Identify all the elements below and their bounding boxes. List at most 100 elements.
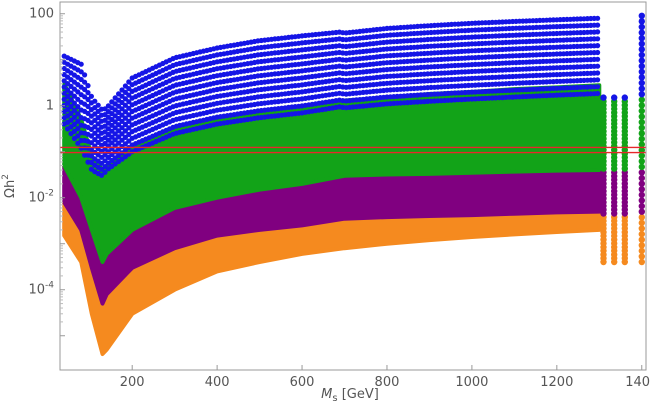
y-axis-label: Ωh2 bbox=[1, 174, 18, 198]
data-point bbox=[85, 90, 91, 96]
cluster-2 bbox=[621, 94, 628, 266]
cluster-0 bbox=[600, 94, 607, 266]
blue-curve-6 bbox=[61, 49, 601, 142]
data-point bbox=[105, 103, 111, 109]
data-point bbox=[122, 115, 128, 121]
data-point bbox=[122, 83, 128, 89]
data-point bbox=[595, 90, 601, 97]
data-point bbox=[638, 119, 645, 126]
data-point bbox=[102, 112, 108, 118]
x-axis-label-unit: [GeV] bbox=[338, 387, 379, 402]
x-axis-label: Ms [GeV] bbox=[321, 387, 379, 404]
data-point bbox=[126, 112, 132, 118]
x-tick-label: 1200 bbox=[540, 375, 573, 390]
data-point bbox=[78, 61, 84, 67]
data-point bbox=[116, 134, 122, 140]
data-point bbox=[638, 62, 645, 70]
data-point bbox=[82, 79, 88, 85]
data-point bbox=[88, 93, 94, 99]
x-tick-label: 1000 bbox=[455, 375, 488, 390]
data-point bbox=[638, 85, 645, 92]
data-point bbox=[638, 253, 645, 260]
data-point bbox=[68, 110, 74, 116]
data-point bbox=[71, 121, 77, 127]
data-point bbox=[122, 109, 128, 115]
data-point bbox=[116, 128, 122, 134]
data-point bbox=[75, 104, 81, 110]
x-tick-label: 200 bbox=[120, 375, 145, 390]
data-point bbox=[82, 86, 88, 93]
data-point bbox=[595, 84, 601, 90]
data-point bbox=[638, 208, 645, 215]
data-point bbox=[638, 230, 645, 238]
data-point bbox=[75, 96, 81, 102]
data-point bbox=[595, 29, 601, 35]
y-tick-exponent: -2 bbox=[45, 189, 54, 199]
planck-reference-band bbox=[60, 146, 646, 154]
data-point bbox=[65, 93, 71, 100]
data-point bbox=[595, 43, 601, 49]
blue-curve-5 bbox=[61, 56, 601, 148]
data-point bbox=[102, 169, 108, 175]
data-point bbox=[71, 107, 77, 113]
data-point bbox=[638, 96, 645, 104]
data-point bbox=[638, 141, 645, 148]
data-point bbox=[595, 15, 601, 21]
y-axis-label-main: Ωh bbox=[3, 180, 18, 198]
data-point bbox=[638, 102, 645, 109]
data-point bbox=[95, 133, 101, 139]
x-tick-label: 400 bbox=[205, 375, 230, 390]
data-point bbox=[595, 56, 601, 62]
data-point bbox=[119, 118, 125, 124]
blue-curve-9 bbox=[61, 29, 601, 124]
data-point bbox=[595, 63, 601, 69]
data-point bbox=[126, 105, 132, 111]
data-point bbox=[102, 152, 108, 158]
data-point bbox=[68, 117, 74, 123]
blue-curve-11 bbox=[61, 15, 601, 112]
data-point bbox=[85, 103, 91, 110]
blue-curve-10 bbox=[61, 22, 601, 118]
data-point bbox=[65, 106, 71, 113]
data-point bbox=[638, 68, 645, 76]
data-point bbox=[75, 118, 81, 124]
data-point bbox=[611, 94, 618, 101]
y-tick-exponent: -4 bbox=[45, 281, 54, 291]
x-axis-label-sub: s bbox=[332, 393, 337, 404]
data-point bbox=[82, 72, 88, 78]
data-point bbox=[71, 114, 77, 120]
point-clusters bbox=[600, 12, 645, 266]
data-point bbox=[78, 69, 84, 75]
data-point bbox=[126, 131, 132, 138]
data-point bbox=[102, 158, 108, 164]
data-point bbox=[595, 22, 601, 28]
data-point bbox=[638, 202, 645, 210]
data-point bbox=[61, 84, 67, 90]
data-point bbox=[638, 158, 645, 165]
data-point bbox=[638, 35, 645, 42]
data-point bbox=[65, 87, 71, 93]
data-point bbox=[95, 139, 101, 145]
data-point bbox=[638, 79, 645, 87]
data-point bbox=[102, 123, 108, 129]
cluster-1 bbox=[611, 94, 618, 266]
plot-frame bbox=[59, 1, 647, 371]
data-point bbox=[638, 219, 645, 227]
data-point bbox=[638, 169, 645, 176]
data-point bbox=[85, 83, 91, 89]
data-point bbox=[75, 126, 81, 132]
data-point bbox=[638, 236, 645, 243]
data-point bbox=[109, 99, 115, 105]
blue-curve-7 bbox=[61, 43, 601, 136]
data-point bbox=[638, 146, 645, 154]
data-point bbox=[638, 258, 645, 266]
y-tick-base: 10 bbox=[28, 283, 45, 298]
data-point bbox=[638, 29, 645, 36]
data-point bbox=[68, 97, 74, 103]
data-point bbox=[600, 94, 607, 101]
data-point bbox=[102, 129, 108, 135]
data-point bbox=[638, 225, 645, 232]
data-point bbox=[68, 104, 74, 110]
